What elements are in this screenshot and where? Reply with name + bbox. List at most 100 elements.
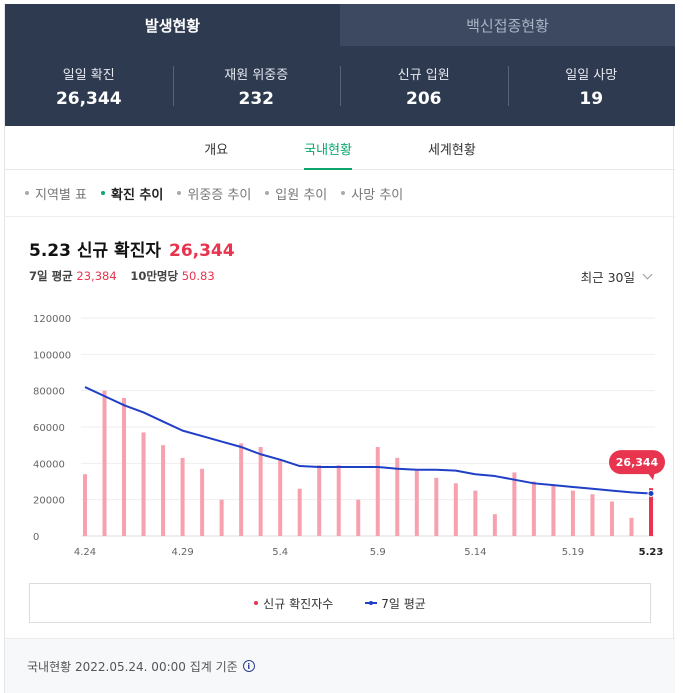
bar [317, 465, 322, 536]
stat-label: 신규 입원 [397, 67, 450, 83]
bar [512, 472, 517, 536]
y-tick-label: 100000 [33, 350, 71, 361]
avg-label: 7일 평균 [29, 269, 73, 283]
stat-new-hospitalized: 신규 입원 206 [340, 46, 508, 126]
y-tick-label: 120000 [33, 314, 71, 325]
x-tick-label: 5.19 [562, 547, 584, 558]
value-bubble-pointer [647, 472, 655, 481]
bar [219, 499, 224, 536]
filter-label: 위중증 추이 [187, 187, 252, 203]
bullet-icon [100, 191, 105, 195]
bar [414, 470, 419, 536]
stat-daily-confirmed: 일일 확진 26,344 [5, 46, 173, 126]
bar [590, 494, 595, 536]
x-tick-label: 5.9 [370, 547, 386, 558]
filter-label: 사망 추이 [351, 187, 404, 203]
main-tabs: 발생현황 백신접종현황 [5, 4, 675, 46]
divider [5, 216, 675, 217]
chevron-down-icon [642, 269, 653, 280]
bar [551, 485, 556, 536]
x-tick-label: 5.4 [272, 547, 288, 558]
stat-value: 26,344 [55, 88, 122, 109]
stat-label: 일일 확진 [62, 67, 115, 83]
x-tick-label: 4.24 [74, 547, 96, 558]
per100k-label: 10만명당 [130, 269, 179, 283]
bar [649, 488, 653, 536]
legend-label: 신규 확진자수 [263, 596, 334, 611]
average-point [647, 490, 655, 498]
stat-label: 재원 위중증 [224, 67, 289, 83]
y-tick-label: 60000 [33, 423, 65, 434]
stat-value: 232 [238, 88, 275, 109]
filter-label: 확진 추이 [110, 187, 164, 203]
stat-daily-deaths: 일일 사망 19 [507, 46, 676, 126]
chart-title-value: 26,344 [168, 241, 235, 261]
bar [180, 457, 185, 536]
legend-line-icon [365, 601, 378, 605]
stat-critical: 재원 위중증 232 [172, 46, 341, 126]
value-bubble [609, 450, 665, 475]
filter-death-trend[interactable]: 사망 추이 [341, 184, 403, 203]
x-tick-label: 5.14 [464, 547, 486, 558]
bar [375, 446, 380, 536]
bullet-icon [265, 191, 270, 195]
sub-navigation: 개요 국내현황 세계현황 [5, 126, 675, 170]
bar [297, 488, 302, 536]
subnav-domestic[interactable]: 국내현황 [304, 126, 352, 170]
legend-item-bar: 신규 확진자수 [254, 595, 333, 612]
filter-label: 지역별 표 [35, 187, 87, 203]
stats-row: 일일 확진 26,344 재원 위중증 232 신규 입원 206 일일 사망 … [5, 46, 675, 126]
covid-status-panel: 발생현황 백신접종현황 일일 확진 26,344 재원 위중증 232 신규 입… [4, 4, 675, 693]
bar [356, 499, 361, 536]
filter-hospital-trend[interactable]: 입원 추이 [265, 184, 327, 203]
bar [278, 459, 283, 536]
bar [102, 390, 107, 536]
bar [629, 517, 634, 536]
stat-label: 일일 사망 [565, 67, 618, 83]
subnav-overview[interactable]: 개요 [204, 142, 229, 158]
legend-item-line: 7일 평균 [365, 595, 426, 612]
bullet-icon [341, 191, 346, 195]
y-tick-label: 20000 [33, 496, 65, 507]
chart-title-text: 5.23 신규 확진자 [29, 241, 161, 261]
footer-note: 국내현황 2022.05.24. 00:00 집계 기준 i [5, 638, 675, 693]
filter-region-table[interactable]: 지역별 표 [25, 184, 87, 203]
y-tick-label: 80000 [33, 387, 65, 398]
stat-value: 206 [406, 88, 442, 109]
legend-label: 7일 평균 [381, 596, 426, 611]
chart-subinfo: 7일 평균 23,384 10만명당 50.83 [29, 268, 225, 284]
bar [83, 474, 87, 536]
bar [258, 446, 263, 536]
bar [453, 483, 458, 536]
per100k-value: 50.83 [181, 269, 215, 283]
bar [239, 443, 244, 536]
stat-value: 19 [579, 88, 604, 109]
tab-outbreak-status[interactable]: 발생현황 [5, 4, 340, 46]
bar [473, 490, 478, 536]
footer-text: 국내현황 2022.05.24. 00:00 집계 기준 [27, 659, 238, 674]
subnav-world[interactable]: 세계현황 [427, 142, 476, 158]
bar [492, 514, 497, 536]
average-line [84, 386, 652, 495]
bar [161, 445, 166, 536]
filter-confirmed-trend[interactable]: 확진 추이 [100, 184, 164, 203]
summary-header: 발생현황 백신접종현황 일일 확진 26,344 재원 위중증 232 신규 입… [5, 4, 675, 126]
info-icon[interactable]: i [242, 660, 255, 672]
filter-label: 입원 추이 [275, 187, 328, 203]
bar [122, 397, 127, 536]
range-dropdown[interactable]: 최근 30일 [580, 267, 653, 286]
bar [531, 481, 536, 536]
chart-legend: 신규 확진자수 7일 평균 [29, 583, 651, 623]
x-tick-label: 5.23 [639, 547, 664, 558]
bar [200, 468, 205, 536]
legend-dot-icon [254, 601, 259, 605]
confirmed-cases-chart: 0 20000 40000 60000 80000 100000 120000 26,344 4… [33, 314, 665, 558]
avg-value: 23,384 [76, 269, 117, 283]
filter-critical-trend[interactable]: 위중증 추이 [177, 184, 251, 203]
y-tick-label: 0 [33, 532, 39, 543]
range-label: 최근 30일 [580, 270, 635, 285]
bar [141, 432, 146, 536]
bar [336, 465, 341, 536]
value-bubble-label: 26,344 [616, 456, 659, 469]
tab-vaccination-status[interactable]: 백신접종현황 [340, 4, 675, 46]
